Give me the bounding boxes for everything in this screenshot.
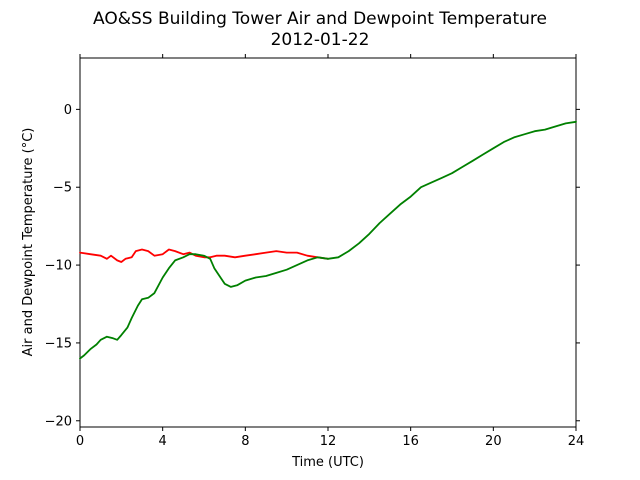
y-tick-label: −20 <box>45 414 72 429</box>
dewpoint-temperature-line <box>79 120 577 360</box>
x-tick-label: 20 <box>485 434 502 449</box>
plot-frame <box>79 57 577 428</box>
series-layer <box>79 120 577 360</box>
chart-subtitle: 2012-01-22 <box>271 30 370 50</box>
y-tick-label: 0 <box>64 103 72 118</box>
x-tick-label: 8 <box>241 434 249 449</box>
x-tick-label: 24 <box>568 434 585 449</box>
x-tick-label: 16 <box>402 434 419 449</box>
air-temperature-line <box>79 248 329 263</box>
x-tick-label: 4 <box>159 434 167 449</box>
y-axis-label: Air and Dewpoint Temperature (°C) <box>21 128 36 357</box>
y-tick-label: −5 <box>53 181 72 196</box>
y-axis: −20 −15 −10 −5 0 <box>45 103 580 429</box>
x-axis-label: Time (UTC) <box>291 455 364 470</box>
y-tick-label: −15 <box>45 336 72 351</box>
y-tick-label: −10 <box>45 259 72 274</box>
x-tick-label: 0 <box>76 434 84 449</box>
x-axis: 0 4 8 12 16 20 24 <box>76 54 584 449</box>
chart-title: AO&SS Building Tower Air and Dewpoint Te… <box>93 9 547 29</box>
x-tick-label: 12 <box>320 434 337 449</box>
